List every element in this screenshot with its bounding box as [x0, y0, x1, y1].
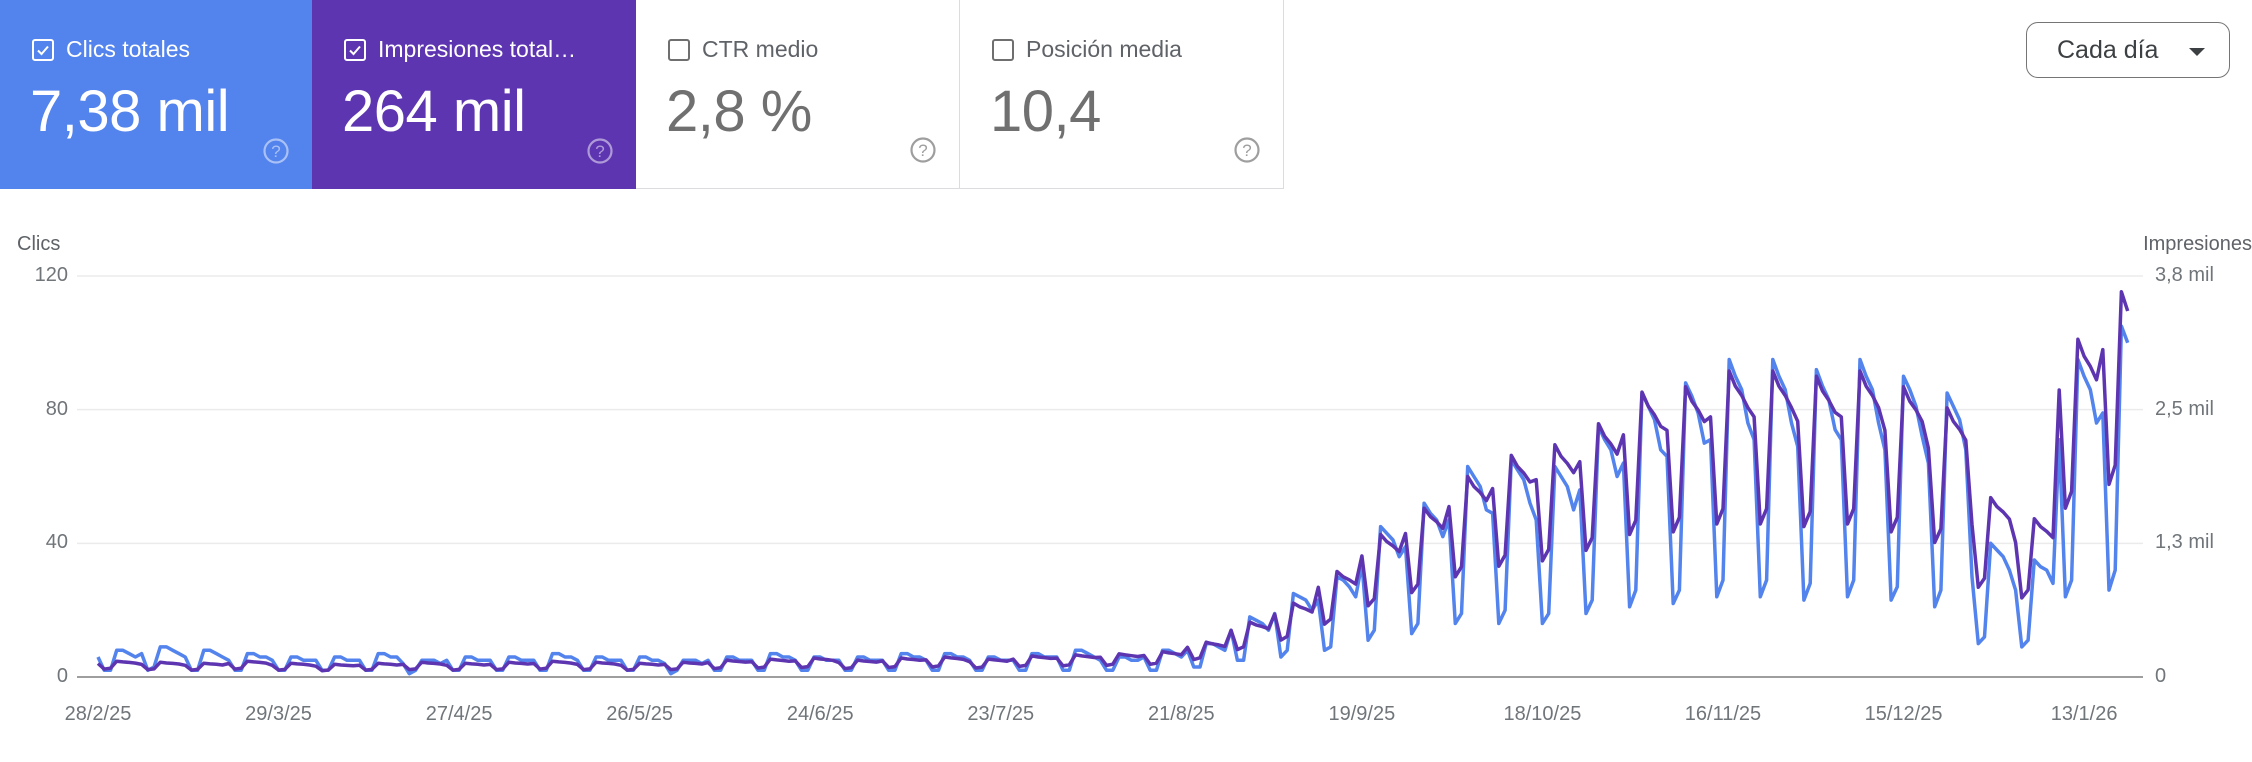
help-circle-icon[interactable]: ?: [262, 137, 290, 165]
help-circle-icon[interactable]: ?: [586, 137, 614, 165]
caret-down-icon: [2189, 48, 2205, 56]
x-tick-label: 26/5/25: [606, 703, 674, 725]
left-tick-40: 40: [45, 531, 68, 553]
metric-card-position[interactable]: Posición media 10,4 ?: [960, 0, 1284, 189]
metric-card-header: Impresiones total…: [344, 36, 576, 63]
metric-card-header: CTR medio: [668, 36, 818, 63]
metric-label: Posición media: [1026, 36, 1182, 62]
right-axis-title: Impresiones: [2143, 233, 2252, 255]
x-tick-label: 23/7/25: [967, 703, 1035, 725]
metric-value: 10,4: [990, 79, 1101, 144]
x-tick-label: 13/1/26: [2050, 703, 2118, 725]
svg-text:?: ?: [1242, 141, 1251, 160]
metric-card-ctr[interactable]: CTR medio 2,8 % ?: [636, 0, 960, 189]
chart-gridlines: [77, 275, 2143, 678]
svg-text:?: ?: [918, 141, 927, 160]
impressions-series-line: [96, 290, 2130, 673]
x-tick-label: 28/2/25: [64, 703, 132, 725]
x-tick-label: 29/3/25: [245, 703, 312, 725]
left-tick-0: 0: [56, 665, 68, 687]
metric-label: CTR medio: [702, 36, 819, 62]
metric-card-header: Clics totales: [32, 36, 190, 63]
left-axis-title: Clics: [17, 233, 61, 255]
x-tick-label: 18/10/25: [1503, 703, 1582, 725]
x-tick-label: 19/9/25: [1328, 703, 1396, 725]
x-tick-label: 15/12/25: [1864, 703, 1943, 725]
svg-text:?: ?: [595, 142, 604, 161]
right-tick-3-8-mil: 3,8 mil: [2155, 264, 2214, 286]
metric-value: 7,38 mil: [30, 79, 230, 144]
metric-card-clicks[interactable]: Clics totales 7,38 mil ?: [0, 0, 312, 189]
granularity-selected: Cada día: [2057, 35, 2159, 64]
checkbox-checked-icon[interactable]: [344, 38, 366, 61]
x-tick-label: 27/4/25: [425, 703, 493, 725]
metric-card-impressions[interactable]: Impresiones total… 264 mil ?: [312, 0, 636, 189]
right-tick-1-3-mil: 1,3 mil: [2155, 531, 2214, 553]
right-tick-2-5-mil: 2,5 mil: [2155, 398, 2214, 420]
metric-value: 264 mil: [342, 79, 526, 144]
left-tick-120: 120: [34, 264, 68, 286]
clicks-series-line: [96, 324, 2130, 676]
x-tick-label: 21/8/25: [1147, 703, 1215, 725]
x-tick-label: 16/11/25: [1684, 703, 1762, 725]
metric-value: 2,8 %: [666, 79, 812, 144]
metric-card-header: Posición media: [992, 36, 1182, 63]
checkbox-unchecked-icon[interactable]: [668, 38, 690, 61]
help-circle-icon[interactable]: ?: [1233, 136, 1261, 164]
metric-label: Impresiones total…: [378, 36, 577, 62]
metric-label: Clics totales: [66, 36, 190, 62]
granularity-dropdown[interactable]: Cada día: [2026, 22, 2230, 78]
svg-text:?: ?: [271, 142, 280, 161]
checkbox-checked-icon[interactable]: [32, 38, 54, 61]
left-tick-80: 80: [45, 398, 68, 420]
help-circle-icon[interactable]: ?: [909, 136, 937, 164]
metric-cards: Clics totales 7,38 mil ? Impresiones tot…: [0, 0, 1284, 189]
right-tick-0: 0: [2155, 665, 2167, 687]
x-tick-label: 24/6/25: [786, 703, 854, 725]
checkbox-unchecked-icon[interactable]: [992, 38, 1014, 61]
